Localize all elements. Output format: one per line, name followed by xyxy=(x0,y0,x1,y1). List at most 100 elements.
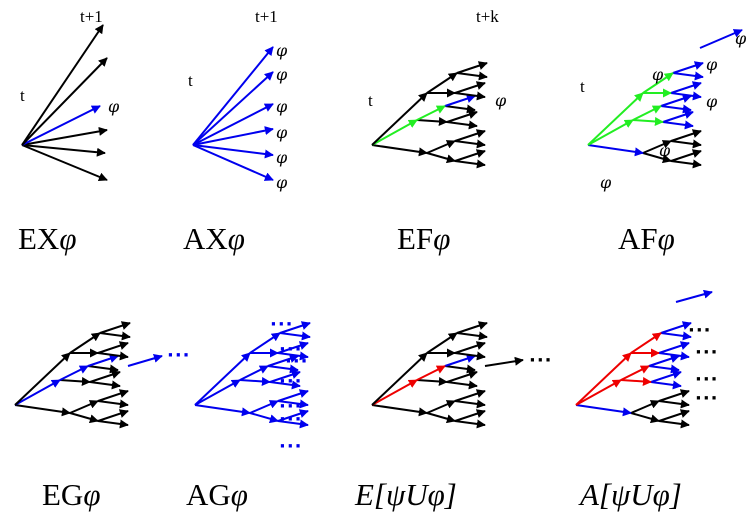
branch-arrow xyxy=(371,404,428,417)
branch-arrow xyxy=(416,116,448,126)
leaf-arrow xyxy=(454,139,486,149)
ellipsis: ··· xyxy=(695,369,719,390)
leaf-arrow xyxy=(662,110,694,123)
leaf-arrow xyxy=(456,61,488,74)
phi-label: φ xyxy=(276,123,288,142)
branch-arrow xyxy=(426,140,456,154)
leaf-arrow xyxy=(97,351,129,361)
leaf-arrow xyxy=(446,370,478,383)
leaf-arrow xyxy=(267,364,299,374)
time-label-t: t xyxy=(580,77,585,96)
phi-label: φ xyxy=(276,65,288,84)
branch-arrow xyxy=(14,352,71,406)
leaf-arrow xyxy=(277,399,309,409)
leaf-arrow xyxy=(650,370,682,383)
phi-label: φ xyxy=(276,41,288,60)
leaf-arrow xyxy=(269,370,301,383)
ellipsis: ··· xyxy=(695,388,719,409)
leaf-arrow xyxy=(97,341,129,354)
phi-label: φ xyxy=(108,97,120,116)
caption-ax: AXφ xyxy=(183,221,245,256)
branch-arrow xyxy=(194,379,241,406)
caption-eu: E[ψUφ] xyxy=(354,477,457,512)
branch-arrow xyxy=(587,119,634,146)
branch-arrow xyxy=(426,72,458,94)
branch-arrow xyxy=(642,140,672,154)
branch-arrow xyxy=(371,92,428,146)
au-tree: ··· ··· ··· ··· xyxy=(575,289,719,429)
time-label-t-plus-k: t+k xyxy=(476,7,499,26)
caption-ag: AGφ xyxy=(186,477,248,512)
leaf-arrow xyxy=(97,399,129,409)
caption-ef: EFφ xyxy=(397,221,450,256)
leaf-arrow xyxy=(658,341,690,354)
phi-label: φ xyxy=(276,148,288,167)
branch-arrow xyxy=(426,332,458,354)
leaf-arrow xyxy=(454,149,486,162)
branch-arrow xyxy=(59,376,91,386)
leaf-arrow xyxy=(277,419,309,429)
leaf-arrow xyxy=(446,120,478,130)
leaf-arrow xyxy=(658,389,690,402)
leaf-arrow xyxy=(454,419,486,429)
leaf-arrow xyxy=(454,91,486,101)
leaf-arrow xyxy=(456,321,488,334)
leaf-arrow xyxy=(660,104,692,114)
branch-arrow xyxy=(575,352,632,406)
phi-label: φ xyxy=(735,29,747,48)
branch-arrow xyxy=(69,400,99,414)
leaf-arrow xyxy=(446,380,478,390)
leaf-arrow xyxy=(456,71,488,81)
branch-arrow xyxy=(620,376,652,386)
branch-arrow xyxy=(416,365,446,381)
leaf-arrow xyxy=(454,351,486,361)
leaf-arrow xyxy=(444,354,476,367)
branch-arrow xyxy=(59,365,89,381)
leaf-arrow xyxy=(670,129,702,142)
ef-tree: t t+k φ xyxy=(368,7,507,169)
phi-label: φ xyxy=(652,65,664,84)
branch-arrow xyxy=(416,376,448,386)
branch-arrow xyxy=(587,92,644,146)
eu-tree: ··· xyxy=(371,321,552,429)
phi-transition-arrow xyxy=(192,144,274,181)
ag-tree: ··· ··· ··· ··· ··· ··· ··· xyxy=(194,314,311,457)
phi-transition-arrow xyxy=(192,126,274,146)
leaf-arrow xyxy=(277,341,309,354)
branch-arrow xyxy=(239,376,271,386)
transition-arrow xyxy=(21,126,108,146)
caption-au: A[ψUφ] xyxy=(578,477,682,512)
leaf-arrow xyxy=(97,419,129,429)
phi-label: φ xyxy=(659,141,671,160)
ellipsis: ··· xyxy=(279,371,303,392)
time-label-t: t xyxy=(188,71,193,90)
leaf-arrow xyxy=(277,351,309,361)
branch-arrow xyxy=(371,119,418,146)
branch-arrow xyxy=(642,152,672,164)
ellipsis: ··· xyxy=(688,320,712,341)
branch-arrow xyxy=(632,105,662,121)
branch-arrow xyxy=(194,352,251,406)
phi-label: φ xyxy=(706,55,718,74)
ex-tree: t t+1 φ xyxy=(20,7,120,182)
ellipsis: ··· xyxy=(270,314,294,335)
af-tree: t φ φ φ φ φ φ xyxy=(580,29,747,192)
phi-label: φ xyxy=(276,173,288,192)
leaf-arrow xyxy=(89,380,121,390)
branch-arrow xyxy=(587,144,644,157)
time-label-t: t xyxy=(368,91,373,110)
ellipsis: ··· xyxy=(279,409,303,430)
leaf-arrow xyxy=(670,159,702,169)
transition-arrow xyxy=(21,144,106,157)
leaf-arrow xyxy=(279,331,311,341)
time-label-t-plus-1: t+1 xyxy=(80,7,103,26)
leaf-arrow xyxy=(97,409,129,422)
leaf-arrow xyxy=(444,94,476,107)
caption-af: AFφ xyxy=(618,221,675,256)
phi-transition-arrow xyxy=(699,29,743,49)
branch-arrow xyxy=(575,379,622,406)
phi-transition-arrow xyxy=(21,105,101,146)
leaf-arrow xyxy=(672,71,704,81)
leaf-arrow xyxy=(99,331,131,341)
branch-arrow xyxy=(371,352,428,406)
